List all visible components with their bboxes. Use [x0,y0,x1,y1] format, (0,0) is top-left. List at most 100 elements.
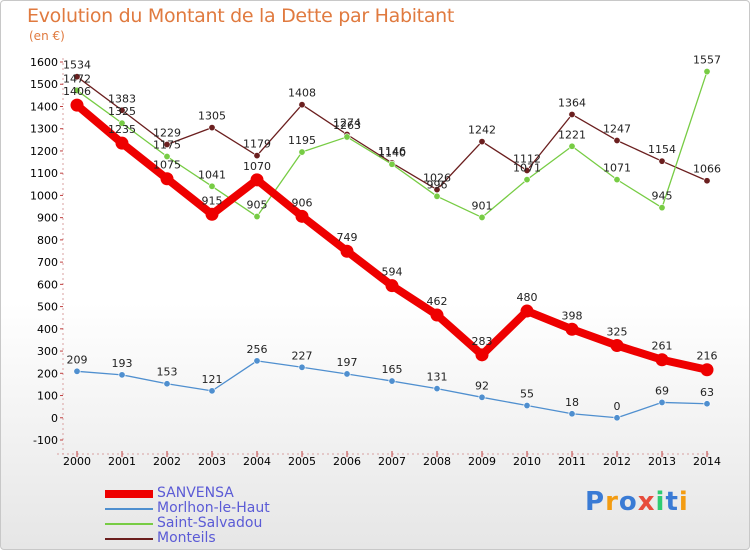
y-tick-label: 1500 [30,78,58,91]
logo-letter: i [655,487,666,517]
data-label: 153 [157,366,178,379]
data-point [295,209,309,223]
data-point [430,308,444,322]
data-label: 1229 [153,126,181,139]
data-label: 1071 [603,162,631,175]
data-label: 197 [337,356,358,369]
data-label: 945 [652,190,673,203]
data-label: 0 [614,400,621,413]
y-tick-label: 1300 [30,123,58,136]
data-label: 1175 [153,139,181,152]
data-label: 1263 [333,119,361,132]
data-label: 69 [655,384,669,397]
data-point [703,177,711,185]
data-label: 1112 [513,153,541,166]
data-point [208,182,216,190]
data-point [118,119,126,127]
data-label: 1154 [648,143,676,156]
y-tick-label: 900 [37,212,58,225]
data-point [115,136,129,150]
x-tick-label: 2010 [513,455,541,468]
data-point [703,68,711,76]
logo-letter: P [585,487,606,517]
legend: SANVENSA Morlhon-le-Haut Saint-Salvadou Mon… [105,486,270,546]
data-point [70,98,84,112]
legend-label: Monteils [157,530,216,546]
data-point [160,172,174,186]
data-point [610,339,624,352]
y-tick-label: 700 [37,256,58,269]
data-point [520,304,534,318]
x-tick-label: 2009 [468,455,496,468]
data-point [523,176,531,184]
data-point [343,370,351,378]
x-tick-label: 2003 [198,455,226,468]
data-label: 1472 [63,72,91,85]
chart-title: Evolution du Montant de la Dette par Hab… [27,5,455,27]
y-tick-label: 200 [37,367,58,380]
data-point [298,363,306,371]
y-tick-label: 600 [37,278,58,291]
data-label: 915 [202,194,223,207]
legend-label: Morlhon-le-Haut [157,500,270,516]
data-point [613,414,621,422]
data-point [478,393,486,401]
data-point [658,398,666,406]
data-point [343,133,351,141]
y-tick-label: 400 [37,323,58,336]
x-tick-label: 2004 [243,455,271,468]
y-tick-label: 0 [51,412,58,425]
y-tick-label: 1400 [30,100,58,113]
y-tick-label: 800 [37,234,58,247]
data-point [388,377,396,385]
data-label: 193 [112,357,133,370]
data-point [253,152,261,160]
y-tick-label: 1200 [30,145,58,158]
logo-letter: o [618,487,638,517]
data-point [118,106,126,114]
data-point [73,86,81,94]
data-label: 63 [700,386,714,399]
data-label: 1242 [468,124,496,137]
data-point [208,124,216,132]
data-label: 1383 [108,92,136,105]
logo-letter: r [605,487,619,517]
data-label: 901 [472,199,493,212]
data-point [73,73,81,81]
data-label: 906 [292,196,313,209]
data-point [700,363,714,377]
data-label: 1406 [63,85,91,98]
data-point [658,157,666,165]
legend-swatch [105,537,153,540]
data-label: 283 [472,335,493,348]
y-tick-label: 1100 [30,167,58,180]
x-tick-label: 2011 [558,455,586,468]
data-point [658,204,666,212]
data-point [433,192,441,200]
data-label: 1179 [243,138,271,151]
x-tick-label: 2005 [288,455,316,468]
data-label: 256 [247,343,268,356]
data-label: 165 [382,363,403,376]
y-tick-label: 300 [37,345,58,358]
data-label: 1534 [63,59,91,72]
data-point [163,140,171,148]
data-label: 1557 [693,54,721,67]
x-tick-label: 2014 [693,455,721,468]
data-label: 1235 [108,123,136,136]
data-point [340,244,354,258]
data-point [703,400,711,408]
data-label: 216 [697,350,718,363]
data-point [565,322,579,336]
data-point [208,387,216,395]
data-label: 1075 [153,159,181,172]
data-point [298,101,306,109]
data-label: 261 [652,340,673,353]
data-point [475,348,489,362]
x-tick-label: 2012 [603,455,631,468]
data-point [253,213,261,221]
legend-item: SANVENSA [105,486,270,501]
data-label: 227 [292,349,313,362]
